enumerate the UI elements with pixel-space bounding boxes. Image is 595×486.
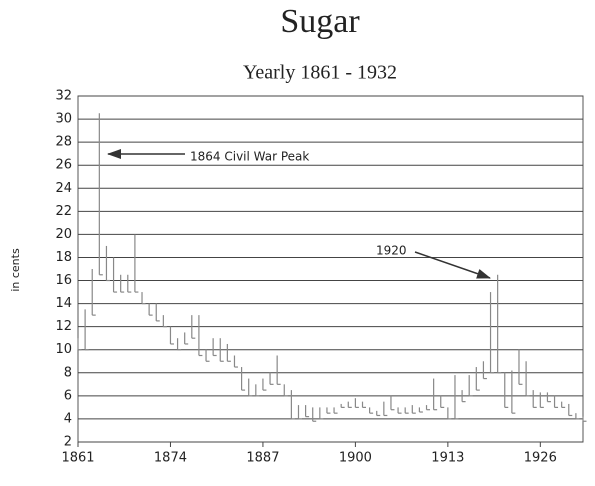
y-tick-label: 6 [64,388,72,403]
y-tick-label: 30 [55,112,72,127]
y-tick-label: 2 [64,435,72,450]
y-tick-label: 26 [55,158,72,173]
y-tick-label: 8 [64,365,72,380]
y-tick-label: 14 [55,296,72,311]
y-tick-label: 18 [55,250,72,265]
plot-frame [77,95,584,443]
y-tick-label: 10 [55,342,72,357]
y-tick-label: 16 [55,273,72,288]
y-axis-label: in cents [9,248,22,292]
y-tick-label: 24 [55,181,72,196]
chart-subtitle: Yearly 1861 - 1932 [243,62,397,84]
x-tick-label: 1913 [431,451,464,466]
y-tick-label: 4 [64,411,72,426]
x-tick-label: 1887 [246,451,279,466]
y-tick-label: 28 [55,135,72,150]
x-tick-label: 1900 [339,451,372,466]
annotation: 1864 Civil War Peak [190,150,309,164]
chart-title: Sugar [280,3,360,40]
y-tick-label: 22 [55,204,72,219]
y-tick-label: 12 [55,319,72,334]
y-tick-label: 32 [55,89,72,104]
x-tick-label: 1861 [61,451,94,466]
annotation: 1920 [376,244,407,258]
x-tick-label: 1926 [524,451,557,466]
y-tick-label: 20 [55,227,72,242]
annotation-arrow [414,251,491,279]
x-tick-label: 1874 [154,451,187,466]
